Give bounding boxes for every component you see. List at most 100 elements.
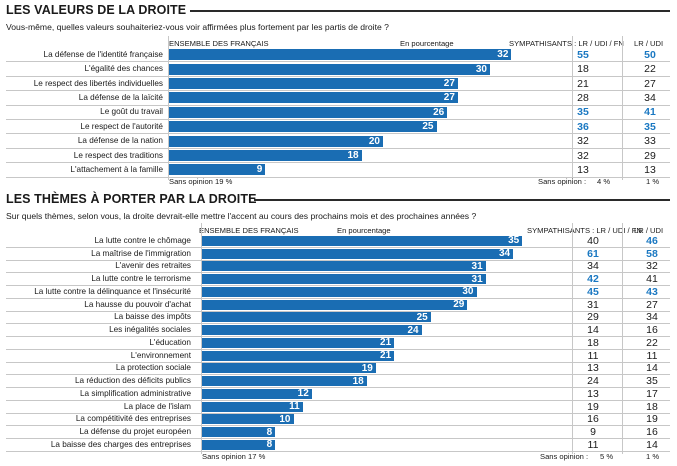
valeurs-row-rule bbox=[6, 176, 670, 178]
themes-category-label: La maîtrise de l'immigration bbox=[91, 248, 191, 258]
themes-bar-value: 31 bbox=[471, 260, 483, 272]
themes-column-separator bbox=[572, 223, 573, 454]
themes-category-label: La baisse des charges des entreprises bbox=[50, 439, 191, 449]
themes-bar-value: 24 bbox=[407, 324, 419, 336]
themes-lr-udi-value: 41 bbox=[646, 273, 658, 286]
section-1-header-lr: LR / UDI bbox=[634, 39, 664, 48]
valeurs-bar-value: 27 bbox=[443, 92, 455, 104]
valeurs-column-separator bbox=[622, 36, 623, 180]
themes-row-rule bbox=[6, 285, 670, 286]
themes-lr-udi-value: 14 bbox=[646, 362, 658, 375]
themes-lr-udi-value: 43 bbox=[646, 285, 658, 298]
valeurs-category-label: Le respect des libertés individuelles bbox=[33, 78, 163, 88]
themes-category-label: Les inégalités sociales bbox=[109, 325, 191, 335]
section-2-question: Sur quels thèmes, selon vous, la droite … bbox=[6, 211, 477, 221]
themes-sympathisants-value: 19 bbox=[587, 400, 599, 413]
valeurs-bar-value: 25 bbox=[422, 121, 434, 133]
section-2-header-ensemble: ENSEMBLE DES FRANÇAIS bbox=[199, 226, 299, 235]
valeurs-bar bbox=[169, 49, 512, 61]
themes-row-rule bbox=[6, 361, 670, 363]
themes-sympathisants-value: 29 bbox=[587, 311, 599, 324]
valeurs-sympathisants-value: 21 bbox=[577, 77, 589, 90]
themes-lr-udi-value: 32 bbox=[646, 260, 658, 273]
themes-category-label: L'environnement bbox=[130, 350, 191, 360]
valeurs-row-rule bbox=[6, 75, 670, 77]
themes-bar-value: 25 bbox=[416, 311, 428, 323]
themes-bar bbox=[202, 363, 376, 374]
themes-bar-value: 19 bbox=[361, 362, 373, 374]
themes-lr-udi-value: 19 bbox=[646, 413, 658, 426]
themes-bar-value: 21 bbox=[380, 337, 392, 349]
valeurs-lr-udi-value: 34 bbox=[644, 91, 656, 104]
themes-row-rule bbox=[6, 374, 670, 376]
themes-bar-value: 34 bbox=[498, 248, 511, 260]
themes-bar bbox=[202, 261, 486, 272]
valeurs-sympathisants-value: 32 bbox=[577, 135, 589, 148]
valeurs-row-rule bbox=[6, 162, 670, 164]
themes-category-label: La compétitivité des entreprises bbox=[75, 414, 191, 424]
themes-lr-udi-value: 22 bbox=[646, 336, 658, 349]
themes-sympathisants-value: 40 bbox=[587, 234, 599, 247]
valeurs-category-label: La défense de la laïcité bbox=[78, 92, 163, 102]
themes-bar-value: 8 bbox=[266, 426, 273, 438]
valeurs-bar-value: 18 bbox=[347, 150, 359, 161]
section-2-footer-lr-value: 1 % bbox=[646, 452, 660, 461]
section-2-footer-symp-value: 5 % bbox=[600, 452, 614, 461]
themes-row-rule bbox=[6, 297, 670, 299]
themes-bar-value: 12 bbox=[297, 388, 309, 400]
themes-row-rule bbox=[6, 387, 670, 388]
valeurs-bar-value: 30 bbox=[475, 63, 487, 75]
valeurs-bar-value: 27 bbox=[443, 78, 455, 89]
valeurs-row-rule bbox=[6, 147, 670, 149]
themes-sympathisants-value: 9 bbox=[590, 426, 596, 439]
themes-category-label: La réduction des déficits publics bbox=[74, 376, 191, 386]
valeurs-lr-udi-value: 41 bbox=[644, 106, 656, 119]
valeurs-bar bbox=[169, 121, 437, 133]
themes-row-rule bbox=[6, 246, 670, 248]
themes-sympathisants-value: 24 bbox=[587, 375, 599, 388]
themes-column-separator bbox=[201, 223, 202, 454]
section-2-title-rule bbox=[254, 199, 670, 201]
valeurs-category-label: L'égalité des chances bbox=[84, 64, 164, 74]
valeurs-bar-value: 20 bbox=[368, 135, 380, 147]
themes-bar-value: 18 bbox=[352, 375, 364, 387]
themes-bar-value: 8 bbox=[266, 439, 273, 451]
valeurs-category-label: Le goût du travail bbox=[100, 107, 163, 117]
themes-category-label: La simplification administrative bbox=[79, 388, 191, 398]
themes-category-label: L'éducation bbox=[149, 337, 191, 347]
themes-sympathisants-value: 13 bbox=[587, 387, 599, 400]
themes-bar bbox=[202, 248, 514, 259]
themes-category-label: La protection sociale bbox=[115, 363, 191, 373]
themes-category-label: La place de l'islam bbox=[123, 401, 191, 411]
themes-sympathisants-value: 11 bbox=[587, 438, 599, 451]
themes-lr-udi-value: 27 bbox=[646, 298, 658, 311]
valeurs-bar bbox=[169, 92, 458, 104]
valeurs-sympathisants-value: 28 bbox=[577, 91, 589, 104]
themes-sympathisants-value: 31 bbox=[587, 298, 599, 311]
themes-bar-value: 11 bbox=[289, 401, 300, 413]
themes-lr-udi-value: 58 bbox=[646, 247, 658, 260]
valeurs-lr-udi-value: 33 bbox=[644, 135, 656, 148]
themes-category-label: La lutte contre le chômage bbox=[94, 235, 192, 245]
themes-bar bbox=[202, 350, 395, 361]
valeurs-category-label: L'attachement à la famille bbox=[70, 164, 163, 174]
themes-row-rule bbox=[6, 450, 670, 452]
valeurs-bar-value: 26 bbox=[433, 106, 445, 118]
themes-sympathisants-value: 42 bbox=[587, 273, 599, 286]
valeurs-sympathisants-value: 18 bbox=[577, 63, 589, 76]
themes-lr-udi-value: 16 bbox=[646, 324, 658, 337]
themes-bar-value: 29 bbox=[453, 299, 465, 311]
themes-lr-udi-value: 35 bbox=[646, 375, 658, 388]
themes-bar bbox=[202, 312, 431, 323]
valeurs-bar-value: 9 bbox=[256, 164, 263, 176]
valeurs-sympathisants-value: 36 bbox=[577, 120, 589, 133]
section-1-footer-symp-value: 4 % bbox=[597, 177, 611, 186]
valeurs-sympathisants-value: 32 bbox=[577, 149, 589, 162]
themes-row-rule bbox=[6, 425, 670, 427]
themes-sympathisants-value: 14 bbox=[587, 324, 599, 337]
section-1-header-unit: En pourcentage bbox=[400, 39, 454, 48]
themes-category-label: La hausse du pouvoir d'achat bbox=[84, 299, 191, 309]
valeurs-sympathisants-value: 13 bbox=[577, 163, 589, 176]
themes-row-rule bbox=[6, 259, 670, 261]
valeurs-lr-udi-value: 27 bbox=[644, 77, 656, 90]
